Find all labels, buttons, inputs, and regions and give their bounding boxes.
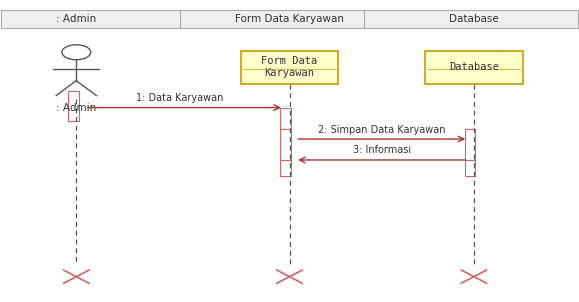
- Bar: [465, 129, 475, 160]
- Text: 1: Data Karyawan: 1: Data Karyawan: [136, 93, 223, 103]
- Bar: [465, 160, 475, 176]
- Text: 3: Informasi: 3: Informasi: [353, 146, 411, 156]
- Bar: [280, 160, 291, 176]
- Bar: [240, 51, 339, 84]
- Text: 2: Simpan Data Karyawan: 2: Simpan Data Karyawan: [318, 124, 445, 135]
- Text: Database: Database: [449, 62, 499, 72]
- Bar: [280, 108, 291, 129]
- Text: Form Data
Karyawan: Form Data Karyawan: [261, 56, 318, 79]
- Text: : Admin: : Admin: [56, 103, 97, 113]
- Bar: [425, 51, 523, 84]
- Text: Database: Database: [449, 14, 499, 24]
- Bar: [280, 129, 291, 160]
- Bar: [1, 10, 578, 28]
- Text: : Admin: : Admin: [56, 14, 97, 24]
- Bar: [68, 91, 79, 121]
- Text: Form Data Karyawan: Form Data Karyawan: [235, 14, 344, 24]
